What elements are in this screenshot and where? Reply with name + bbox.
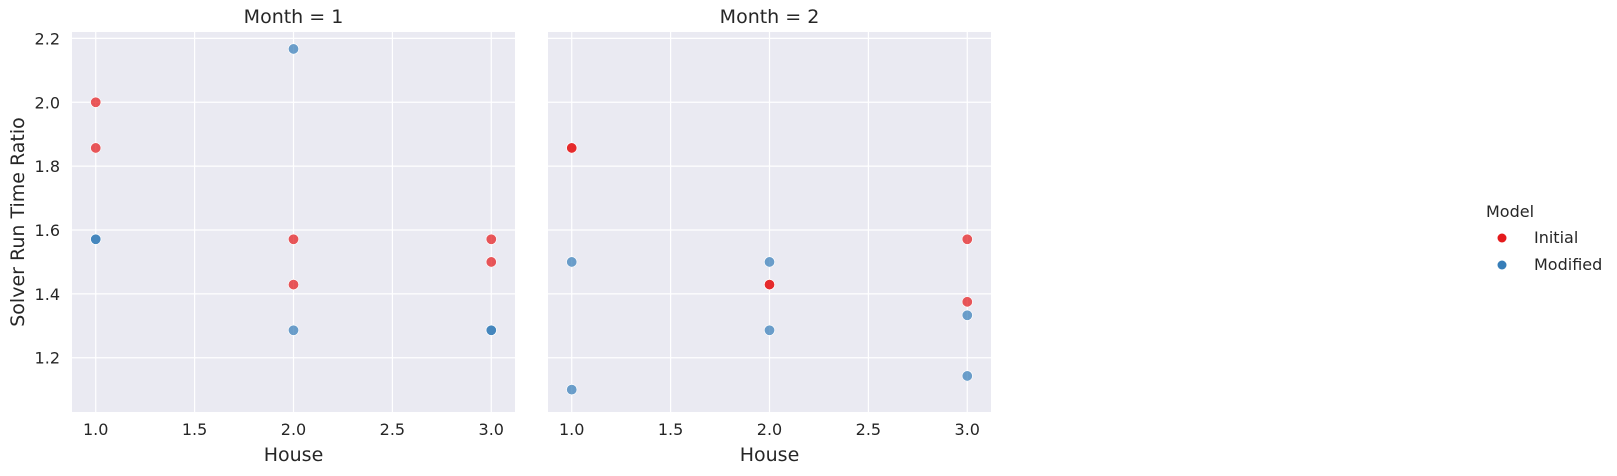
scatter-point-modified <box>90 233 102 245</box>
x-tick-label: 1.5 <box>658 420 683 439</box>
panels: 1.0 1.5 2.0 2.5 3.0 1.2 1.4 1.6 1.8 2.0 2.2 Month =… <box>35 6 991 466</box>
scatter-point-modified <box>961 370 973 382</box>
panel-title: Month = 2 <box>720 6 820 28</box>
scatter-point-modified <box>961 309 973 321</box>
scatter-point-initial <box>485 256 497 268</box>
legend-label-initial: Initial <box>1534 228 1578 247</box>
panel-month-2: 1.0 1.5 2.0 2.5 3.0 Month = 2 House <box>548 6 991 466</box>
scatter-point-modified <box>287 43 299 55</box>
legend-title: Model <box>1486 202 1534 221</box>
panel-title: Month = 1 <box>244 6 344 28</box>
scatter-point-initial <box>485 233 497 245</box>
y-axis-label: Solver Run Time Ratio <box>7 117 29 327</box>
x-axis-label: House <box>264 444 324 466</box>
scatter-point-initial <box>961 233 973 245</box>
legend-entries: Initial Modified <box>1497 228 1602 274</box>
x-tick-label: 2.0 <box>757 420 782 439</box>
x-tick-label: 3.0 <box>955 420 980 439</box>
legend: Model Initial Modified <box>1486 202 1602 274</box>
legend-label-modified: Modified <box>1534 255 1602 274</box>
y-tick-label: 1.4 <box>35 285 60 304</box>
x-tick-label: 2.5 <box>856 420 881 439</box>
x-tick-label: 1.0 <box>559 420 584 439</box>
x-tick-label: 1.5 <box>182 420 207 439</box>
x-tick-label: 2.5 <box>380 420 405 439</box>
scatter-point-modified <box>566 384 578 396</box>
legend-marker-modified <box>1497 260 1507 270</box>
scatter-point-initial <box>763 279 775 291</box>
scatter-point-modified <box>287 324 299 336</box>
y-tick-label: 1.2 <box>35 349 60 368</box>
x-tick-label: 1.0 <box>83 420 108 439</box>
scatter-point-modified <box>485 324 497 336</box>
scatter-point-initial <box>90 96 102 108</box>
scatter-point-initial <box>287 279 299 291</box>
x-tick-label: 3.0 <box>479 420 504 439</box>
panel-month-1: 1.0 1.5 2.0 2.5 3.0 1.2 1.4 1.6 1.8 2.0 2.2 Month =… <box>35 6 515 466</box>
x-axis-label: House <box>740 444 800 466</box>
scatter-point-modified <box>763 324 775 336</box>
scatter-point-initial <box>961 296 973 308</box>
x-tick-label: 2.0 <box>281 420 306 439</box>
scatter-point-initial <box>287 233 299 245</box>
y-tick-label: 2.2 <box>35 29 60 48</box>
scatter-point-initial <box>90 142 102 154</box>
scatter-point-modified <box>763 256 775 268</box>
y-tick-label: 1.6 <box>35 221 60 240</box>
y-tick-label: 1.8 <box>35 157 60 176</box>
y-tick-label: 2.0 <box>35 93 60 112</box>
scatter-point-initial <box>566 142 578 154</box>
legend-marker-initial <box>1497 233 1507 243</box>
scatter-point-modified <box>566 256 578 268</box>
